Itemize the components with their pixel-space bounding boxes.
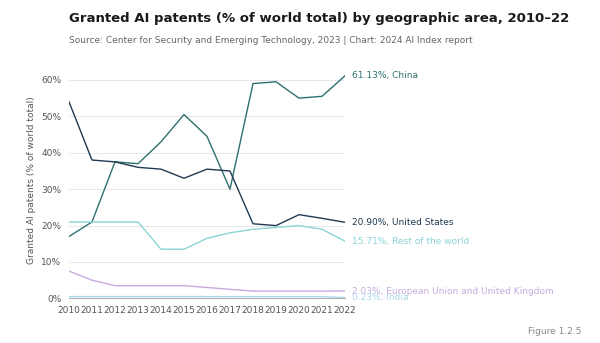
Text: Granted AI patents (% of world total) by geographic area, 2010–22: Granted AI patents (% of world total) by…: [69, 12, 569, 25]
Y-axis label: Granted AI patents (% of world total): Granted AI patents (% of world total): [26, 96, 35, 264]
Text: 20.90%, United States: 20.90%, United States: [352, 218, 454, 227]
Text: Figure 1.2.5: Figure 1.2.5: [529, 327, 582, 336]
Text: 0.23%, India: 0.23%, India: [352, 293, 409, 302]
Text: 15.71%, Rest of the world: 15.71%, Rest of the world: [352, 237, 469, 246]
Text: Source: Center for Security and Emerging Technology, 2023 | Chart: 2024 AI Index: Source: Center for Security and Emerging…: [69, 36, 473, 45]
Text: 2.03%, European Union and United Kingdom: 2.03%, European Union and United Kingdom: [352, 286, 554, 296]
Text: 61.13%, China: 61.13%, China: [352, 71, 418, 80]
